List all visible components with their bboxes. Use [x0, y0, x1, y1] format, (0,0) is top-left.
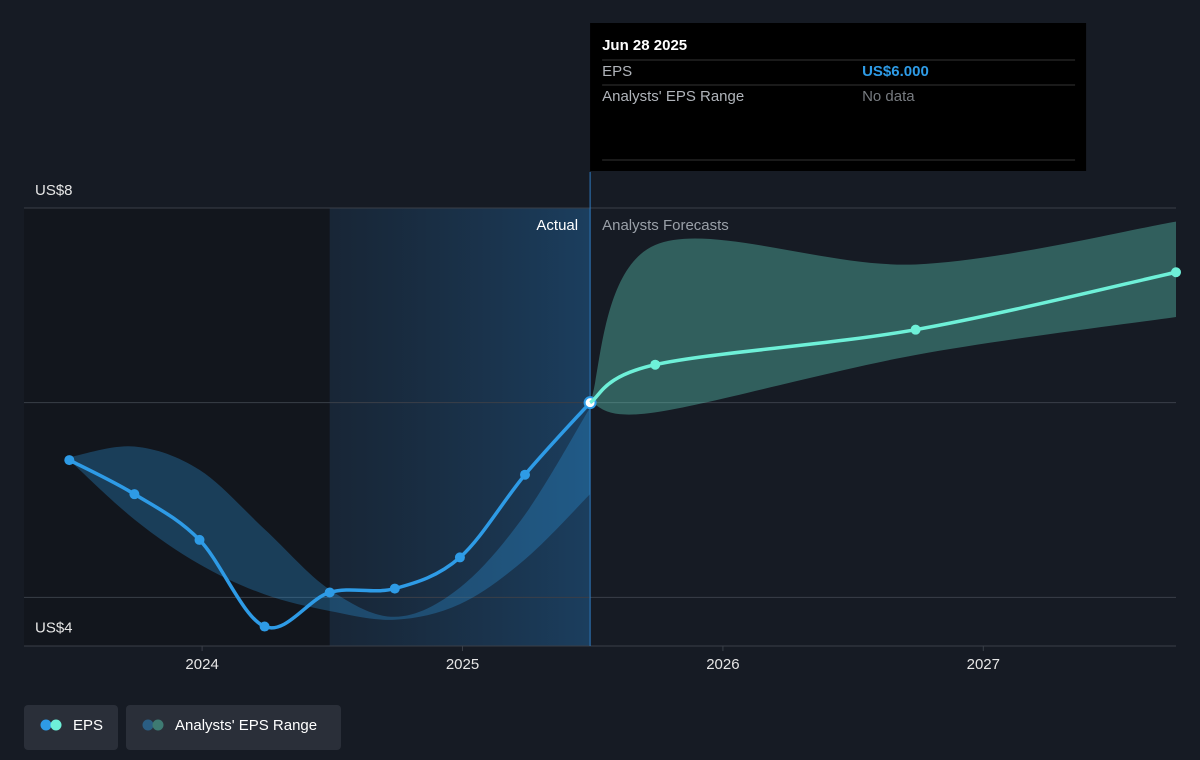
eps-point	[194, 534, 205, 545]
eps-line	[589, 270, 1177, 405]
x-tick-label: 2026	[706, 656, 739, 673]
legend-swatch	[142, 719, 154, 731]
plot-background	[24, 208, 591, 646]
legend: EPS Analysts' EPS Range	[24, 705, 341, 750]
legend-label: EPS	[73, 717, 103, 734]
eps-point	[520, 469, 531, 480]
legend-item[interactable]	[24, 705, 118, 750]
labels: US$4 US$8 2024 2025 2026 2027 Actual Analysts F…	[35, 182, 1000, 673]
tooltip-date: Jun 28 2025	[602, 37, 687, 54]
eps-point	[129, 489, 140, 500]
legend-swatch	[50, 719, 62, 731]
past-background	[24, 208, 330, 646]
y-tick-label: US$8	[35, 182, 73, 199]
eps-point	[64, 455, 75, 466]
tooltip: Jun 28 2025 EPS US$6.000 Analysts' EPS Rang…	[590, 23, 1087, 171]
legend-swatch	[40, 719, 52, 731]
legend-item[interactable]	[126, 705, 341, 750]
eps-point	[650, 359, 661, 370]
range-area	[590, 221, 1176, 415]
tooltip-row-value: US$6.000	[862, 63, 929, 80]
eps-point	[259, 621, 270, 632]
y-tick-label: US$4	[35, 619, 73, 636]
range-areas	[69, 221, 1176, 620]
x-tick-label: 2027	[967, 656, 1000, 673]
x-tick-label: 2024	[185, 656, 218, 673]
eps-point	[324, 587, 335, 598]
grid	[24, 172, 1176, 651]
tooltip-row-label: EPS	[602, 63, 632, 80]
last-year-highlight	[329, 208, 591, 646]
legend-label: Analysts' EPS Range	[175, 717, 317, 734]
eps-point	[454, 552, 465, 563]
tooltip-row-label: Analysts' EPS Range	[602, 88, 744, 105]
tooltip-row-value: No data	[862, 88, 915, 105]
actual-label: Actual	[536, 217, 578, 234]
eps-lines	[64, 267, 1181, 632]
tooltip-box	[590, 23, 1087, 171]
range-area	[69, 407, 591, 620]
eps-point	[910, 324, 921, 335]
legend-swatch	[152, 719, 164, 731]
forecast-label: Analysts Forecasts	[602, 217, 729, 234]
eps-point	[389, 583, 400, 594]
eps-point	[1171, 267, 1181, 278]
x-tick-label: 2025	[446, 656, 479, 673]
